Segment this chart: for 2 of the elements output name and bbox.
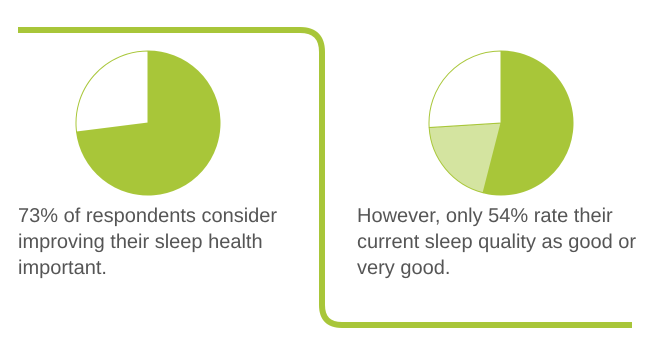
text: However, only 54% rate their current sleep quality as good or very good. [357,204,638,281]
text: 73% of respondents consider improving their sleep health important. [18,204,278,281]
